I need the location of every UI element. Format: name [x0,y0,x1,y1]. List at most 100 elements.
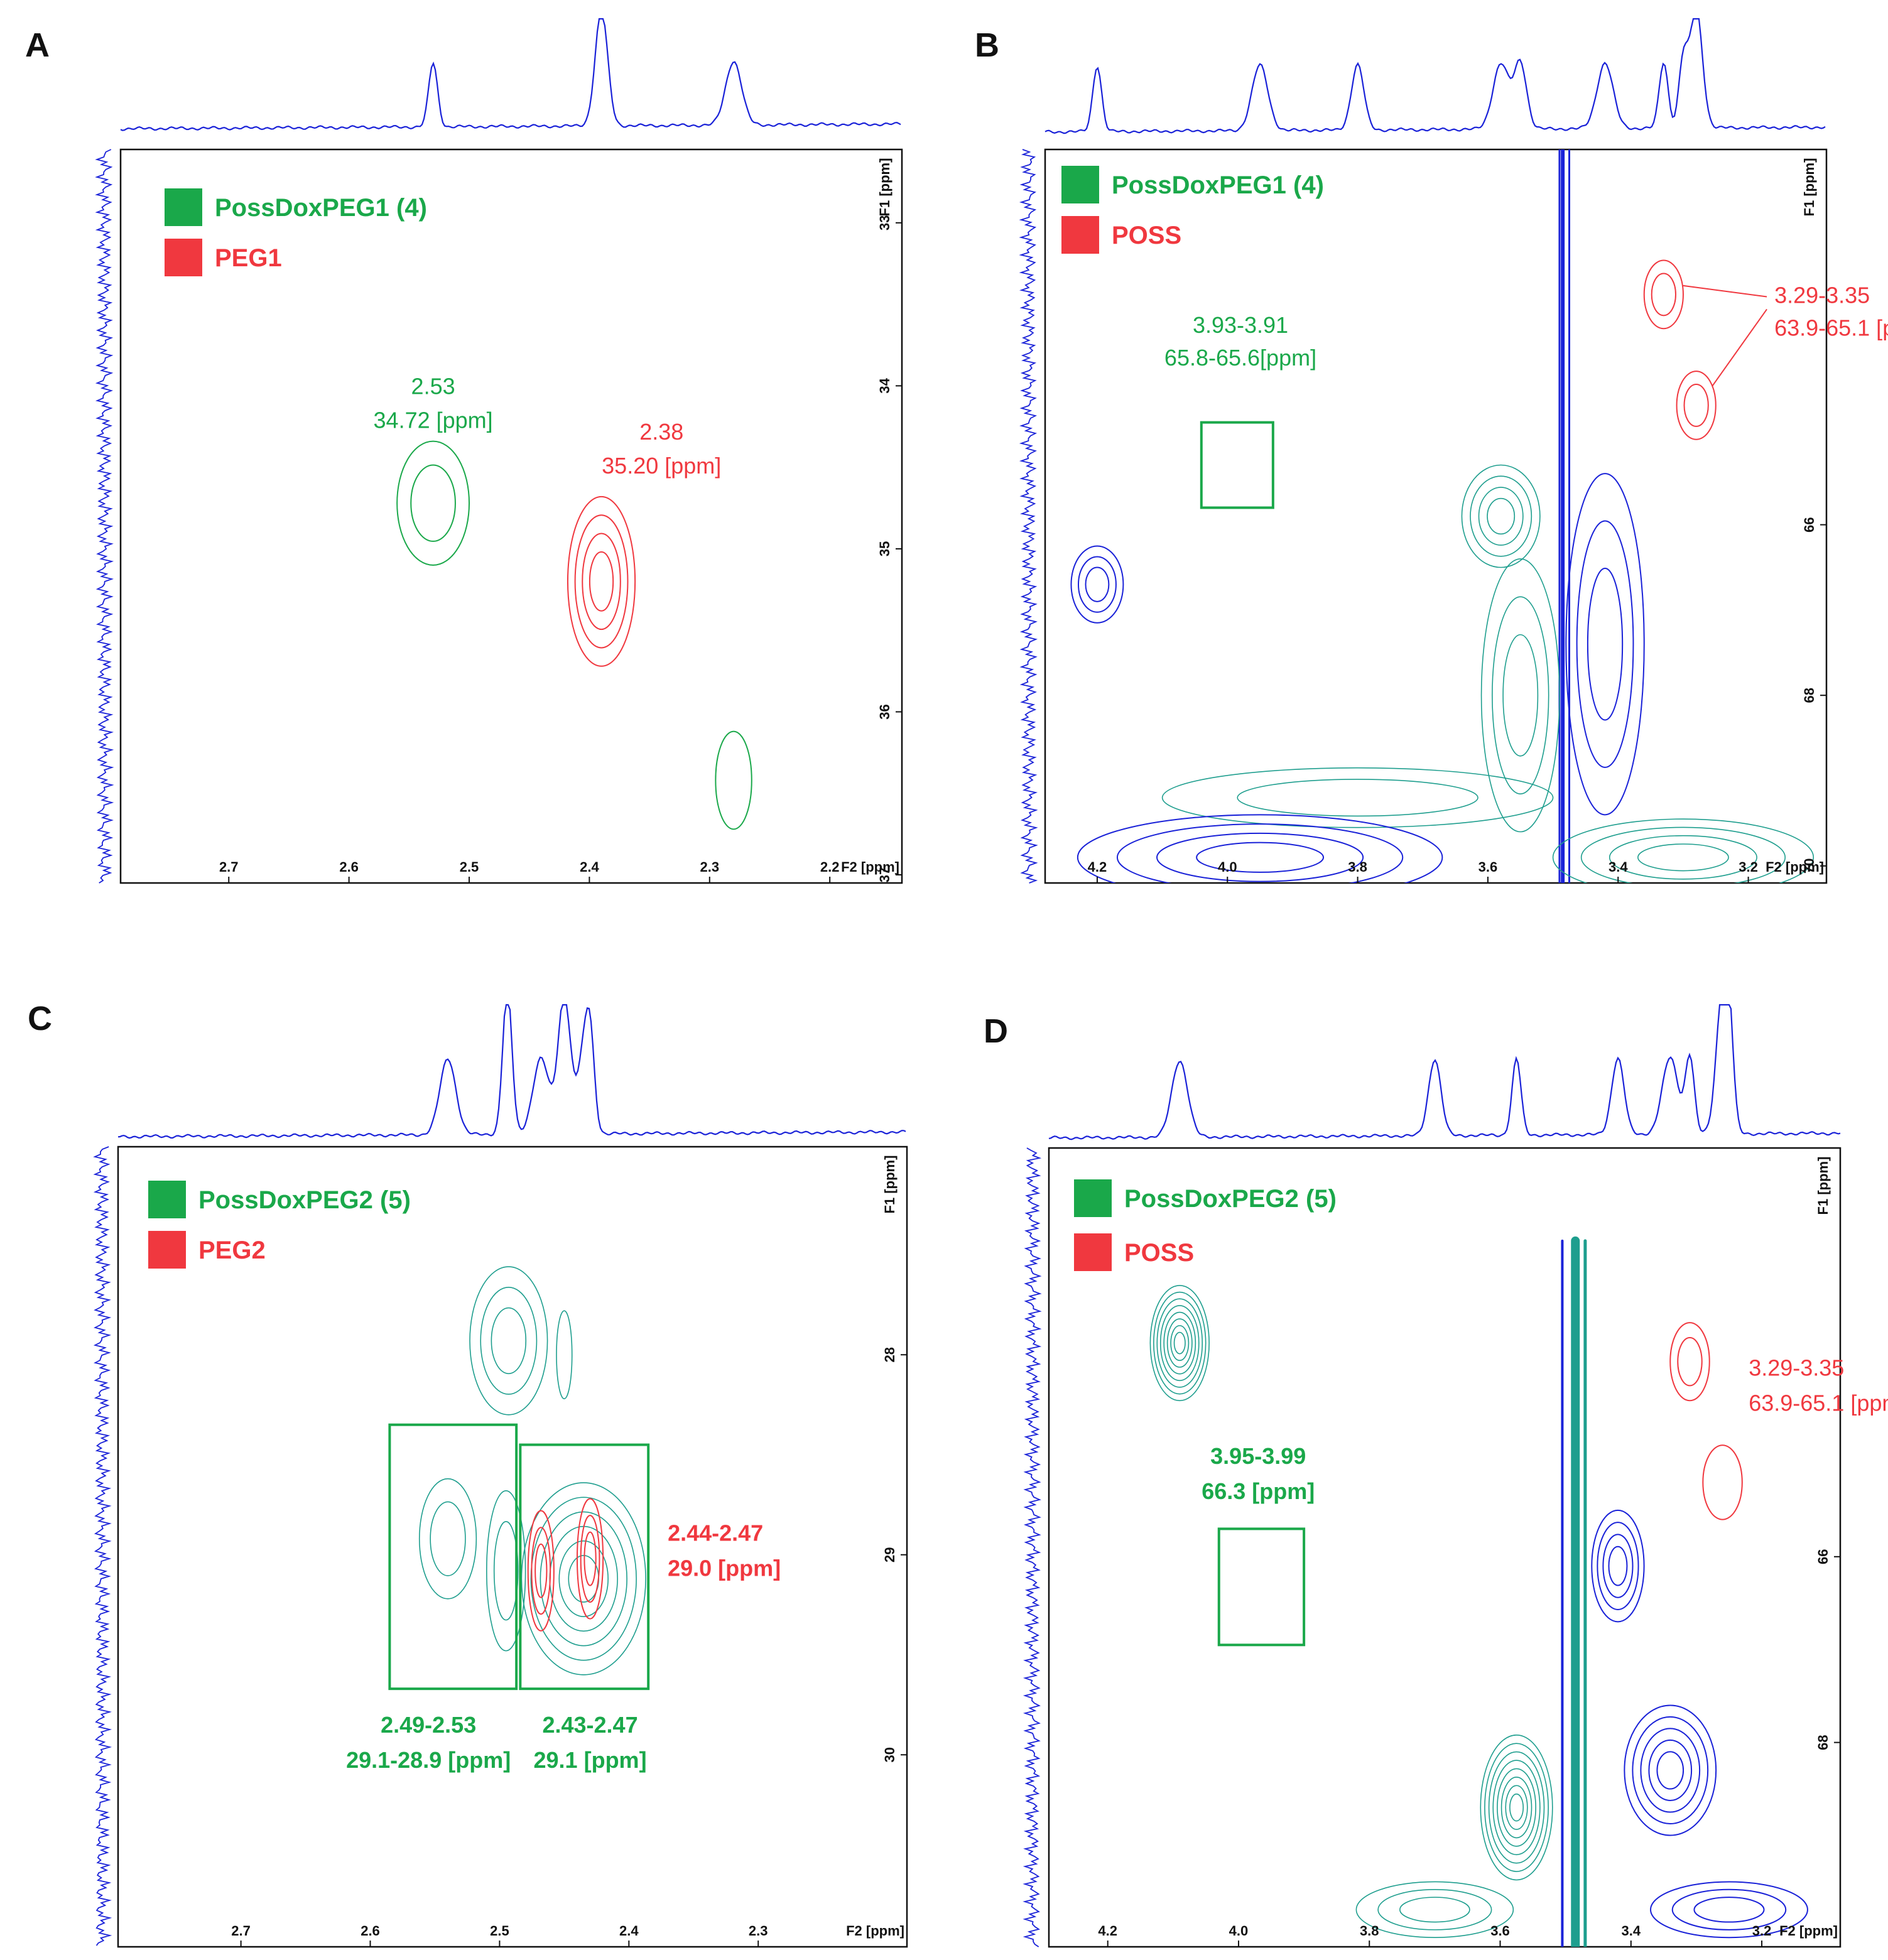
legend-swatch-green [148,1181,186,1218]
x-tick-label: 2.5 [490,1923,509,1939]
x-tick-label: 4.0 [1218,859,1237,875]
contour-area [1149,1236,1808,1947]
y-axis-label: F1 [ppm] [877,158,892,217]
x-tick-label: 2.2 [820,859,840,875]
peak-annotation: 34.72 [ppm] [374,407,493,433]
y-tick-label: 36 [877,704,892,719]
contour-level [1156,1298,1203,1388]
peak-annotation: 2.38 [639,419,683,445]
legend-label: PossDoxPEG2 (5) [1124,1185,1337,1213]
x-tick-label: 4.0 [1229,1923,1249,1939]
contour-level [1576,520,1634,768]
contour-level [558,1540,609,1617]
projection-trace-f2 [1048,1004,1841,1140]
contour-level [1702,1444,1743,1520]
contour-level [1487,497,1516,535]
contour-level [589,551,614,612]
peak-annotation: 29.1 [ppm] [534,1747,647,1773]
x-tick-label: 3.4 [1621,1923,1641,1939]
legend-swatch-green [1061,166,1099,203]
peak-annotation: 2.43-2.47 [542,1712,637,1738]
contour-peak-red [527,1510,555,1632]
y-tick-label: 28 [882,1347,898,1362]
y-tick-label: 29 [882,1547,898,1562]
contour-level [480,1287,538,1395]
contour-level [521,1482,646,1676]
contour-level [1500,1777,1533,1839]
y-tick-label: 66 [1801,517,1817,532]
contour-peak-green [715,730,752,830]
contour-level [1170,1325,1190,1362]
contour-level [1632,1716,1709,1825]
contour-level [1580,826,1786,883]
contour-level [580,1515,600,1603]
contour-peak-teal [1480,1734,1553,1881]
contour-level [556,1310,573,1400]
projection-trace-f1 [1023,1147,1042,1947]
contour-level [1597,1522,1639,1611]
contour-level [534,1543,548,1598]
contour-level [1643,259,1684,330]
x-tick-label: 4.2 [1088,859,1107,875]
legend-label: PossDoxPEG1 (4) [215,194,427,222]
peak-annotation: 29.0 [ppm] [668,1555,781,1581]
contour-level [1677,1336,1703,1387]
x-tick-label: 3.2 [1752,1923,1772,1939]
contour-level [531,1527,551,1615]
contour-level [1676,371,1717,440]
contour-level [1070,545,1124,624]
contour-level [1669,1322,1710,1402]
plot-frame [117,1145,908,1948]
plot-frame [119,148,903,884]
legend-label: POSS [1112,222,1181,249]
contour-peak-teal [1149,1285,1210,1402]
contour-peak-red [1669,1322,1710,1402]
x-tick-label: 2.4 [619,1923,639,1939]
x-tick-label: 2.7 [231,1923,251,1939]
projection-trace-f1 [95,149,114,884]
contour-peak-blue [1591,1509,1645,1623]
peak-annotation: 29.1-28.9 [ppm] [346,1747,511,1773]
contour-level [1509,1793,1524,1822]
contour-level [1173,1331,1186,1355]
contour-peak-blue [1070,545,1124,624]
contour-level [549,1525,618,1632]
contour-peak-blue [1077,814,1443,883]
x-tick-label: 2.5 [460,859,479,875]
contour-level [583,1531,597,1586]
contour-level [1117,823,1404,883]
contour-level [1591,1509,1645,1623]
y-axis-label: F1 [ppm] [1801,158,1817,217]
contour-peak-red [567,495,636,667]
contour-level [1484,1743,1549,1872]
y-tick-label: 68 [1801,688,1817,703]
peak-annotation: 63.9-65.1 [ppm] [1749,1390,1888,1416]
peak-annotation: 2.44-2.47 [668,1520,763,1546]
panel-a: A 2.7 2.6 2.5 2.4 2.3 2.2 F2 [ppm] 33 34 35 36 37 F1 … [25,18,903,884]
contour-level [1671,1888,1787,1930]
contour-peak-teal [469,1266,548,1416]
contour-level [1683,384,1709,427]
legend-label: PEG1 [215,244,282,272]
y-tick-label: 35 [877,541,892,556]
contour-level [530,1497,637,1661]
contour-level [576,1498,604,1620]
contour-peak-green [396,440,470,566]
contour-level [1587,567,1624,721]
contour-level [418,1478,477,1600]
contour-peak-teal [418,1478,477,1600]
contour-peak-red [576,1498,604,1620]
contour-peak-teal [486,1490,526,1652]
highlight-box [1217,1527,1306,1647]
x-tick-label: 2.6 [361,1923,380,1939]
contour-level [1156,832,1364,882]
panel-c: C 2.7 2.6 2.5 2.4 2.3 F2 [ppm] 28 29 30 F1 [ppm] Po… [28,1000,908,1948]
panel-d: D 4.2 4.0 3.8 3.6 3.4 3.2 F2 [ppm] 66 68 F1 [ppm] P… [984,1004,1888,1948]
y-tick-label: 30 [882,1747,898,1762]
contour-level [527,1510,555,1632]
contour-level [1077,814,1443,883]
contour-level [1651,273,1676,317]
contour-peak-teal [1480,558,1560,833]
x-tick-label: 2.3 [749,1923,768,1939]
contour-level [1492,1760,1541,1856]
